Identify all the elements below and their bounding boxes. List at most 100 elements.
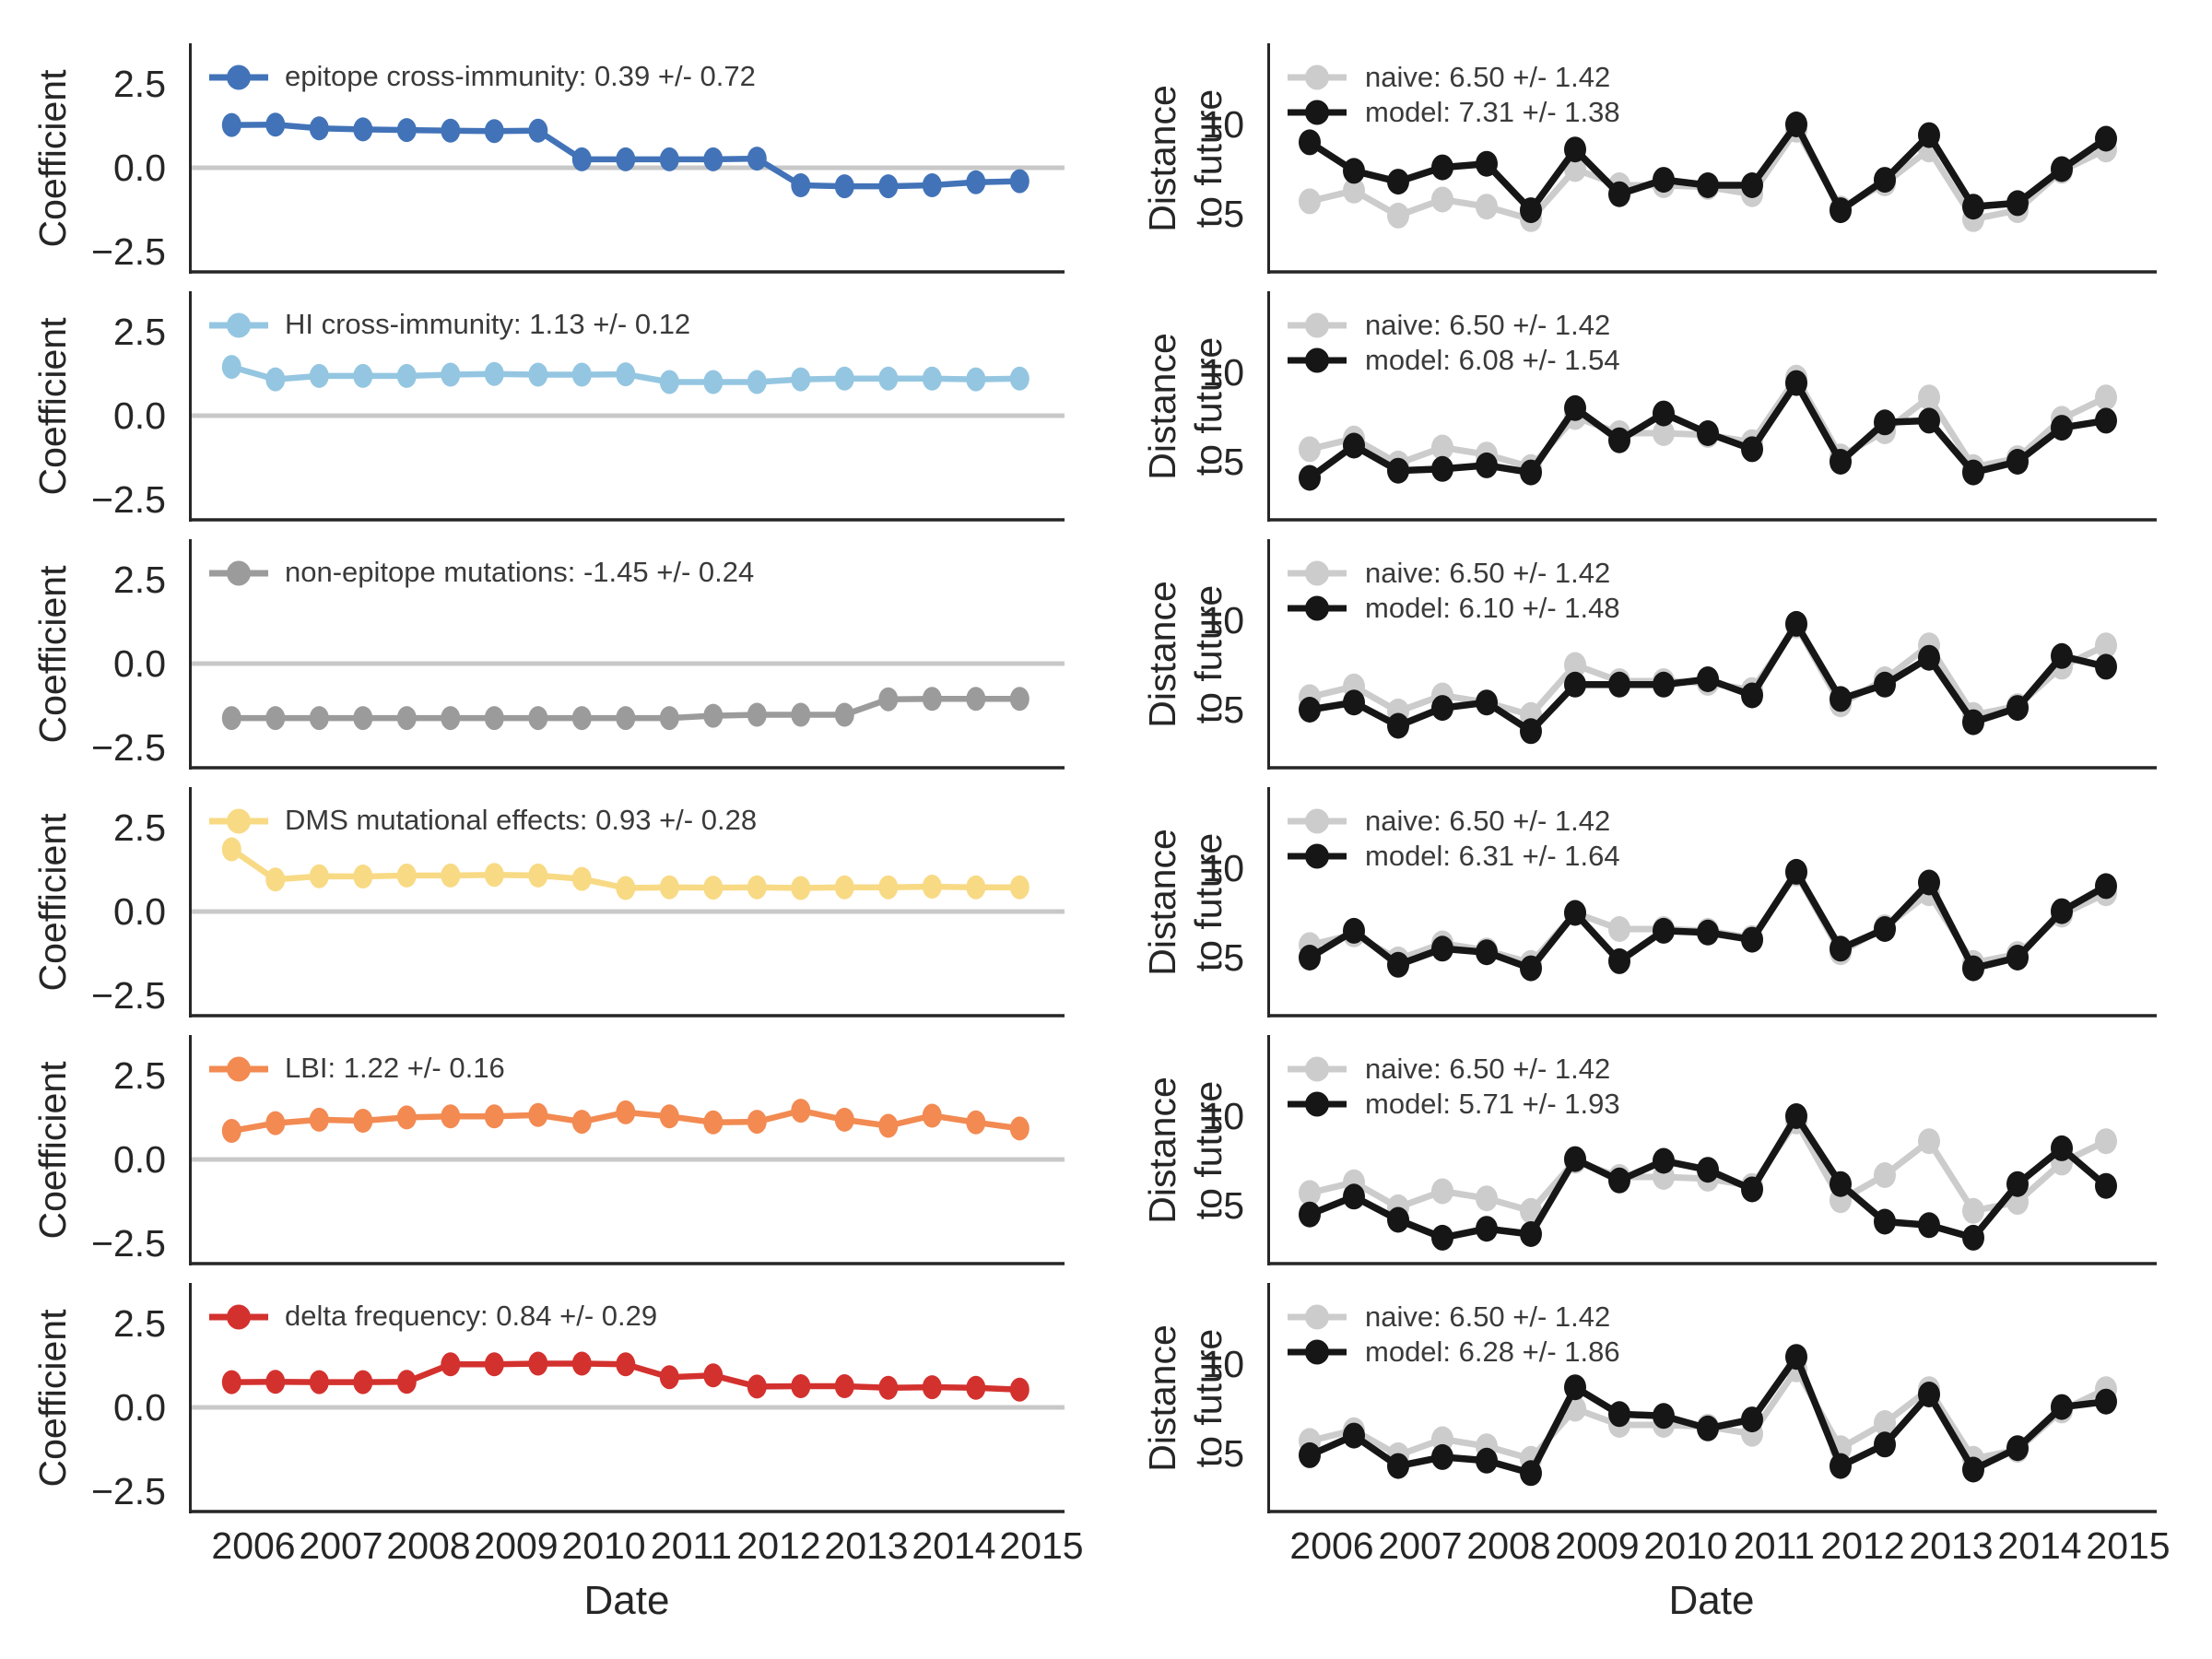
- x-tick-label: 2013: [824, 1524, 909, 1567]
- y-tick-label: 5: [1223, 441, 1244, 483]
- legend-label-naive-5: naive: 6.50 +/- 1.42: [1365, 1300, 1611, 1333]
- y-tick-label: 10: [1202, 103, 1244, 146]
- dist-hi-plot: [1267, 291, 2157, 522]
- data-point: [1431, 434, 1453, 461]
- y-tick-label: 2.5: [113, 1301, 166, 1345]
- data-point: [1608, 916, 1630, 942]
- data-point: [922, 1375, 942, 1400]
- data-point: [1476, 939, 1498, 966]
- panel-coef-delta-frequency: delta frequency: 0.84 +/- 0.29 2.5 0.0 −2.…: [91, 1283, 1065, 1513]
- data-point: [221, 1370, 241, 1394]
- data-point: [1741, 1176, 1763, 1203]
- coef-delta-frequency-plot: [189, 1283, 1065, 1513]
- y-tick-label: −2.5: [91, 974, 166, 1018]
- legend-marker-delta-frequency: [209, 1304, 268, 1330]
- y-axis-label-line: Distance: [1141, 1324, 1183, 1472]
- data-point: [2095, 407, 2117, 434]
- data-point: [1874, 1431, 1896, 1458]
- legend-label-epitope-coef: epitope cross-immunity: 0.39 +/- 0.72: [285, 60, 756, 92]
- data-point: [309, 864, 329, 888]
- data-point: [1874, 916, 1896, 942]
- legend-label-lbi-coef: LBI: 1.22 +/- 0.16: [285, 1052, 505, 1084]
- data-point: [309, 1107, 329, 1132]
- data-point: [1741, 436, 1763, 463]
- y-tick-label: 2.5: [113, 806, 166, 849]
- data-point: [1009, 1377, 1030, 1402]
- data-point: [1608, 427, 1630, 453]
- data-point: [571, 147, 592, 171]
- data-point: [1299, 697, 1321, 723]
- data-point: [2006, 1435, 2029, 1462]
- x-axis-label-right: Date: [1668, 1578, 1755, 1623]
- x-axis-label-left: Date: [583, 1578, 670, 1623]
- y-tick-label: −2.5: [91, 726, 166, 770]
- data-point: [484, 361, 504, 386]
- data-point: [1520, 197, 1542, 224]
- y-axis-label-line: to future: [1187, 88, 1230, 229]
- data-point: [221, 355, 241, 380]
- data-point: [1343, 1183, 1365, 1210]
- y-tick-label: 0.0: [113, 890, 166, 933]
- data-point: [616, 876, 636, 900]
- y-tick-label: 10: [1202, 351, 1244, 394]
- data-point: [1299, 1441, 1321, 1468]
- x-tick-label: 2013: [1909, 1524, 1994, 1567]
- x-tick-label: 2011: [650, 1524, 733, 1567]
- data-point: [1299, 1180, 1321, 1206]
- data-point: [1343, 689, 1365, 716]
- data-point: [571, 1351, 592, 1376]
- data-point: [1874, 1162, 1896, 1188]
- data-point: [834, 702, 854, 727]
- data-point: [396, 1105, 417, 1130]
- y-axis-label-line: Distance: [1141, 581, 1183, 728]
- data-point: [1520, 1460, 1542, 1487]
- data-point: [1564, 671, 1586, 698]
- data-point: [747, 147, 767, 171]
- data-point: [616, 1100, 636, 1124]
- data-point: [571, 706, 592, 731]
- y-axis-label-line: Coefficient: [31, 813, 74, 992]
- data-point: [1918, 122, 1940, 148]
- x-tick-label: 2015: [2086, 1524, 2171, 1567]
- legend-marker-model: [1288, 1339, 1347, 1365]
- data-point: [484, 863, 504, 888]
- data-point: [703, 370, 724, 394]
- data-point: [528, 1351, 548, 1376]
- data-point: [791, 367, 811, 392]
- data-point: [265, 706, 286, 731]
- data-point: [396, 363, 417, 388]
- data-point: [265, 867, 286, 892]
- data-point: [1785, 370, 1807, 396]
- data-point: [747, 1374, 767, 1399]
- data-point: [703, 876, 724, 900]
- x-tick-label: 2009: [474, 1524, 559, 1567]
- legend-dot: [1305, 808, 1329, 834]
- data-point: [922, 687, 942, 712]
- legend-label-naive-2: naive: 6.50 +/- 1.42: [1365, 557, 1611, 589]
- legend-marker-model: [1288, 1091, 1347, 1117]
- legend-marker-lbi: [209, 1056, 268, 1082]
- dist-dms-plot: [1267, 787, 2157, 1018]
- data-point: [1830, 686, 1852, 712]
- y-tick-label: 0.0: [113, 1386, 166, 1429]
- data-point: [616, 706, 636, 731]
- y-axis-label-line: Distance: [1141, 829, 1183, 976]
- legend-label-dms-coef: DMS mutational effects: 0.93 +/- 0.28: [285, 804, 758, 836]
- data-point: [791, 173, 811, 197]
- data-point: [1520, 718, 1542, 745]
- data-point: [1830, 935, 1852, 962]
- data-point: [2095, 1388, 2117, 1415]
- legend-label-delta-frequency-coef: delta frequency: 0.84 +/- 0.29: [285, 1300, 658, 1332]
- data-point: [1343, 432, 1365, 459]
- y-tick-label: 10: [1202, 1343, 1244, 1385]
- data-point: [659, 370, 679, 394]
- x-tick-label: 2014: [1997, 1524, 2082, 1567]
- panel-coef-dms-mutational-effects: DMS mutational effects: 0.93 +/- 0.28 2.…: [91, 787, 1065, 1018]
- data-point: [2006, 945, 2029, 971]
- data-point: [309, 116, 329, 141]
- data-point: [1431, 1224, 1453, 1251]
- coef-dms-plot: [189, 787, 1065, 1018]
- data-point: [1009, 875, 1030, 900]
- data-point: [966, 875, 986, 900]
- data-point: [1299, 945, 1321, 971]
